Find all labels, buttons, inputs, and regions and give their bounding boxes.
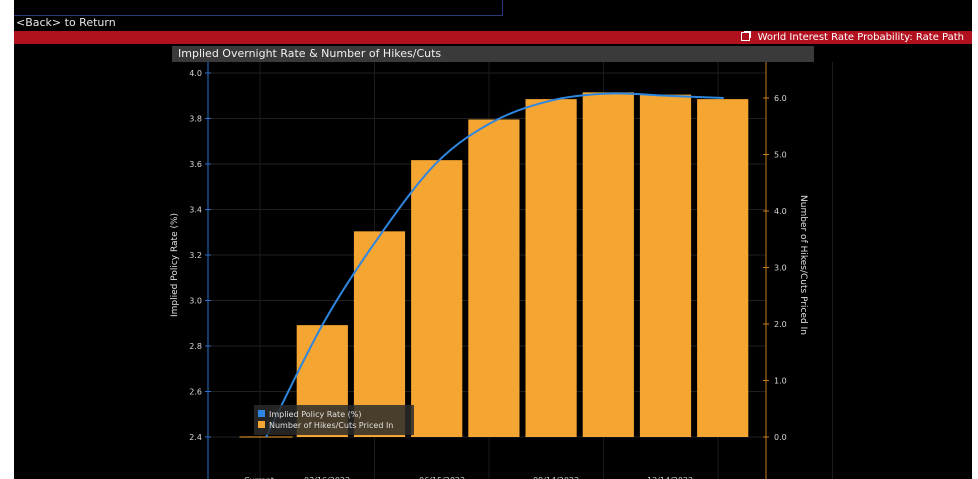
- bar: [639, 94, 692, 438]
- command-bar: <Back> to Return: [14, 0, 972, 31]
- x-tick-label: 03/16/2022: [304, 476, 350, 479]
- chart-header: Implied Overnight Rate & Number of Hikes…: [172, 46, 814, 62]
- chart-title: Implied Overnight Rate & Number of Hikes…: [178, 47, 442, 60]
- back-hint: <Back> to Return: [16, 16, 116, 29]
- left-axis-tick-label: 3.2: [189, 251, 202, 260]
- window-title-bar: World Interest Rate Probability: Rate Pa…: [14, 31, 972, 44]
- bar: [582, 92, 634, 437]
- window-title-link[interactable]: World Interest Rate Probability: Rate Pa…: [740, 31, 964, 44]
- x-tick-label: 06/15/2022: [419, 476, 465, 479]
- bar: [468, 119, 520, 437]
- right-axis-label: Number of Hikes/Cuts Priced In: [798, 195, 808, 335]
- bar: [525, 99, 577, 437]
- series-line: [265, 92, 724, 438]
- x-tick-label: 09/14/2022: [533, 476, 579, 479]
- x-tick-label: Current: [244, 476, 274, 479]
- bar: [697, 99, 749, 437]
- left-axis-tick-label: 4.0: [189, 69, 202, 78]
- bar: [411, 160, 463, 437]
- left-axis-label: Implied Policy Rate (%): [170, 213, 180, 317]
- right-axis-tick-label: 2.0: [774, 320, 787, 329]
- left-axis-tick-label: 3.4: [189, 206, 202, 215]
- legend-swatch-bars: [258, 421, 265, 428]
- right-axis-tick-label: 6.0: [774, 94, 787, 103]
- right-axis-tick-label: 0.0: [774, 433, 787, 442]
- left-axis-tick-label: 2.8: [189, 342, 202, 351]
- legend-box: [254, 405, 414, 435]
- legend-label: Implied Policy Rate (%): [269, 410, 362, 419]
- left-axis-tick-label: 3.8: [189, 115, 202, 124]
- left-axis-tick-label: 2.4: [189, 433, 202, 442]
- legend-swatch-line: [258, 410, 265, 417]
- terminal-screen: <Back> to Return World Interest Rate Pro…: [14, 0, 972, 479]
- left-axis-tick-label: 3.6: [189, 160, 202, 169]
- right-axis-tick-label: 5.0: [774, 151, 787, 160]
- command-input[interactable]: [14, 0, 503, 16]
- window-title: World Interest Rate Probability: Rate Pa…: [757, 32, 964, 43]
- right-axis-tick-label: 4.0: [774, 207, 787, 216]
- legend-label: Number of Hikes/Cuts Priced In: [269, 421, 393, 430]
- bar: [353, 231, 406, 437]
- right-axis-tick-label: 1.0: [774, 377, 787, 386]
- right-axis-tick-label: 3.0: [774, 264, 787, 273]
- rate-path-chart: 2.4 2.6 2.8 3.0 3.2 3.4 3.6 3.8 4.0 0.0 1.0 2.0 3.0 4…: [170, 62, 833, 479]
- left-axis-tick-label: 2.6: [189, 388, 202, 397]
- external-link-icon: [740, 31, 751, 41]
- x-tick-label: 12/14/2022: [647, 476, 693, 479]
- left-axis-tick-label: 3.0: [189, 297, 202, 306]
